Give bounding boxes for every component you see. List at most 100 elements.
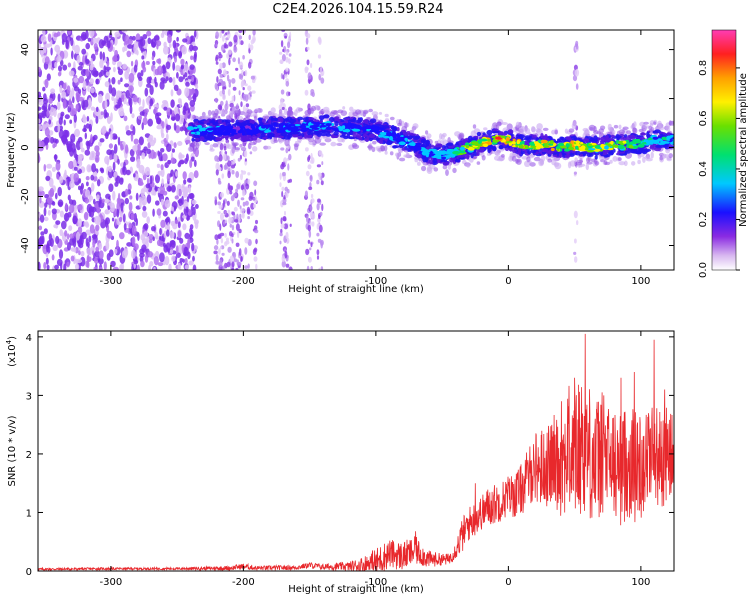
spectrogram-streak-blob	[304, 30, 309, 37]
spectrogram-ridge-haze	[589, 127, 594, 131]
spectrogram-noise-blob	[100, 168, 105, 174]
spectrogram-ridge-haze	[246, 114, 250, 119]
spectrogram-streak-blob	[574, 69, 580, 77]
spectrogram-noise-blob	[178, 204, 183, 210]
spectrogram-noise-blob	[105, 66, 111, 71]
spectrogram-noise-blob	[185, 35, 191, 45]
spectrogram-noise-blob	[62, 64, 68, 71]
spectrogram-streak-blob	[237, 217, 241, 223]
spectrogram-streak-blob	[254, 229, 259, 234]
spectrogram-noise-blob	[45, 43, 51, 48]
spectrogram-ridge-haze	[533, 156, 541, 162]
spectrogram-ridge-core	[415, 151, 419, 155]
spectrogram-noise-blob	[122, 166, 126, 173]
spectrogram-noise-blob	[54, 44, 61, 53]
spectrogram-ridge-core	[540, 133, 544, 139]
spectrogram-ridge-core	[369, 133, 376, 139]
spectrogram-noise-blob	[132, 145, 138, 152]
spectrogram-streak-blob	[231, 261, 235, 268]
spectrogram-noise-blob	[139, 111, 145, 116]
spectrogram-noise-blob	[80, 31, 87, 41]
spectrogram-noise-blob	[142, 99, 145, 109]
spectrogram-noise-blob	[43, 207, 47, 217]
spectrogram-ridge-peak	[330, 123, 335, 126]
spectrogram-streak-blob	[317, 54, 322, 59]
spectrogram-streak-blob	[230, 195, 235, 202]
spectrogram-noise-blob	[85, 123, 90, 129]
spectrogram-noise-blob	[73, 77, 79, 83]
spectrogram-noise-blob	[187, 95, 193, 101]
spectrogram-noise-blob	[162, 210, 168, 217]
spectrogram-streak-blob	[279, 240, 282, 245]
spectrogram-streak-blob	[231, 164, 235, 169]
spectrogram-noise-blob	[153, 266, 156, 270]
spectrogram-streak-blob	[253, 225, 258, 231]
spectrogram-ridge-core	[316, 131, 322, 137]
spectrogram-noise-blob	[39, 214, 45, 223]
spectrogram-noise-blob	[71, 50, 74, 60]
spectrogram-noise-blob	[69, 237, 75, 246]
spectrogram-ridge-peak	[593, 148, 601, 152]
spectrogram-streak-blob	[233, 219, 239, 223]
spectrogram-noise-blob	[142, 66, 147, 73]
spectrogram-noise-blob	[52, 244, 58, 252]
spectrogram-ridge-core	[390, 125, 395, 130]
spectrogram-noise-blob	[46, 243, 49, 253]
spectrogram-noise-blob	[176, 72, 179, 79]
spectrogram-noise-blob	[52, 143, 56, 149]
spectrogram-noise-blob	[98, 242, 103, 250]
spectrogram-noise-blob	[104, 81, 110, 88]
spectrogram-streak-blob	[239, 143, 243, 148]
spectrogram-streak-blob	[248, 195, 253, 201]
spectrogram-ridge-haze	[324, 118, 328, 122]
spectrogram-ridge-haze	[582, 127, 589, 132]
spectrogram-streak-blob	[244, 200, 249, 206]
spectrogram-ridge-core	[245, 136, 249, 140]
spectrogram-noise-blob	[65, 39, 69, 50]
spectrogram-ridge-core	[410, 133, 417, 136]
spectrogram-streak-blob	[284, 210, 286, 216]
spectrogram-noise-blob	[38, 140, 42, 149]
spectrogram-noise-blob	[108, 84, 113, 94]
spectrogram-noise-blob	[46, 264, 50, 270]
spectrogram-ridge-peak	[669, 141, 674, 145]
spectrogram-noise-blob	[73, 247, 77, 253]
spectrogram-noise-blob	[133, 64, 138, 73]
spectrogram-noise-blob	[149, 139, 155, 147]
spectrogram-ridge-core	[245, 119, 250, 123]
spectrogram-noise-blob	[142, 117, 148, 126]
spectrogram-noise-blob	[114, 31, 121, 37]
spectrogram-noise-blob	[158, 151, 163, 162]
spectrogram-ridge-haze	[529, 162, 536, 167]
spectrogram-ridge-haze	[294, 143, 299, 151]
spectrogram-streak-blob	[281, 190, 284, 198]
spectrogram-noise-blob	[81, 48, 87, 55]
spectrogram-noise-blob	[151, 38, 157, 48]
spectrogram-ridge-haze	[425, 130, 429, 135]
spectrogram-streak-blob	[231, 267, 235, 270]
spectrogram-ridge-haze	[201, 115, 208, 121]
spectrogram-noise-blob	[189, 88, 196, 95]
spectrogram-noise-blob	[189, 192, 195, 200]
spectrogram-noise-blob	[93, 266, 98, 270]
spectrogram-streak-blob	[218, 52, 222, 56]
spectrogram-noise-blob	[161, 178, 164, 187]
spectrogram-streak-blob	[244, 69, 248, 77]
spectrogram-noise-blob	[155, 200, 160, 206]
spectrogram-ridge-haze	[286, 110, 293, 116]
spectrogram-noise-blob	[82, 116, 87, 124]
spectrogram-noise-blob	[167, 222, 170, 231]
spectrogram-noise-blob	[46, 73, 51, 81]
spectrogram-noise-blob	[48, 130, 54, 136]
spectrogram-ridge-core	[392, 145, 400, 149]
spectrogram-streak-blob	[316, 179, 320, 185]
spectrogram-streak-blob	[309, 247, 312, 251]
spectrogram-noise-blob	[147, 118, 153, 127]
spectrogram-noise-blob	[150, 149, 156, 160]
spectrogram-noise-blob	[152, 208, 155, 217]
spectrogram-streak-blob	[289, 223, 292, 227]
spectrogram-ridge-peak	[535, 146, 541, 150]
spectrogram-noise-blob	[113, 152, 118, 162]
spectrogram-streak-blob	[223, 145, 227, 151]
spectrogram-noise-blob	[140, 188, 145, 198]
